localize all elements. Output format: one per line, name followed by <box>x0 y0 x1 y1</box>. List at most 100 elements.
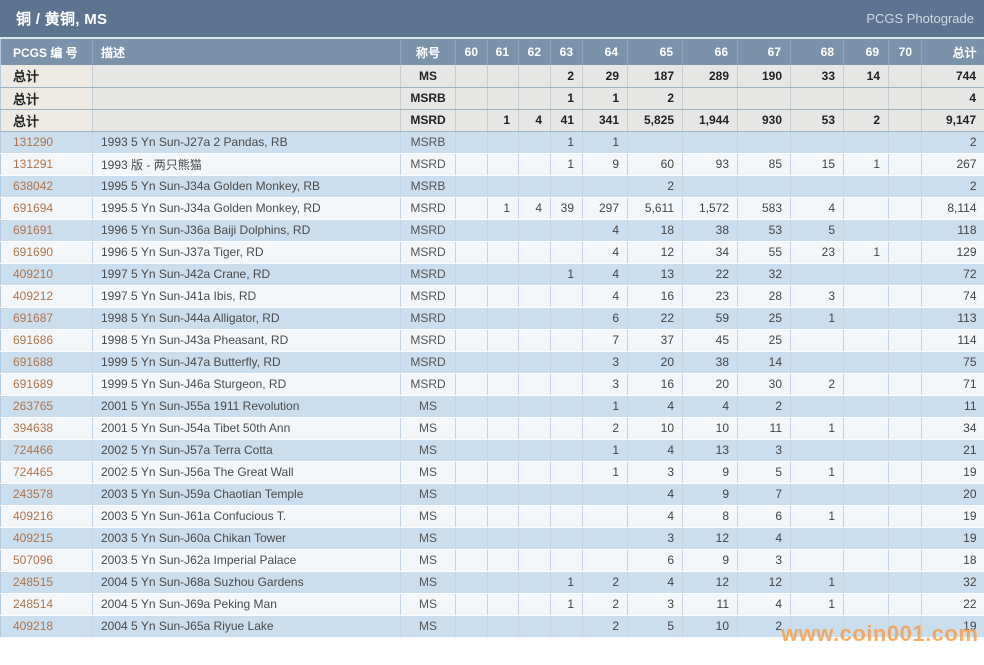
pcgs-number-link[interactable]: 724466 <box>13 443 54 457</box>
grade-cell-67: 583 <box>737 197 791 220</box>
grade-cell-67: 25 <box>737 329 791 352</box>
grade-cell-66: 9 <box>682 549 738 572</box>
grade-cell-63 <box>550 241 583 264</box>
pcgs-number-link[interactable]: 409212 <box>13 289 54 303</box>
grade-cell-67 <box>737 175 791 198</box>
pcgs-number-link[interactable]: 691691 <box>13 223 54 237</box>
grade-cell-64: 2 <box>582 615 628 638</box>
total-row: 总计 MSRD 1 4 41 341 5,825 1,944 930 53 2 9,147 <box>0 109 984 132</box>
grade-cell-70 <box>888 395 922 418</box>
table-row: 394638 2001 5 Yn Sun-J54a Tibet 50th Ann M… <box>0 417 984 440</box>
grade-cell-66: 10 <box>682 615 738 638</box>
pcgs-number-link[interactable]: 691694 <box>13 201 54 215</box>
grade-cell-70 <box>888 153 922 176</box>
designation-cell: MS <box>400 439 456 462</box>
pcgs-number-link[interactable]: 507096 <box>13 553 54 567</box>
pcgs-number-link[interactable]: 131290 <box>13 135 54 149</box>
grade-cell-63: 1 <box>550 153 583 176</box>
grade-cell-69: 1 <box>843 153 889 176</box>
designation-cell: MSRD <box>400 219 456 242</box>
pcgs-number-link[interactable]: 263765 <box>13 399 54 413</box>
grade-cell-70 <box>888 373 922 396</box>
grade-cell-67: 190 <box>737 65 791 88</box>
grade-cell-60 <box>455 351 488 374</box>
grade-cell-66: 9 <box>682 461 738 484</box>
description-cell: 1997 5 Yn Sun-J42a Crane, RD <box>92 263 401 286</box>
total-cell: 114 <box>921 329 984 352</box>
table-row: 691690 1996 5 Yn Sun-J37a Tiger, RD MSRD 4 1… <box>0 241 984 264</box>
grade-cell-64: 1 <box>582 461 628 484</box>
pcgs-number-cell: 691690 <box>0 241 93 264</box>
grade-cell-63: 2 <box>550 65 583 88</box>
grade-cell-63 <box>550 483 583 506</box>
grade-cell-70 <box>888 329 922 352</box>
description-cell: 2003 5 Yn Sun-J62a Imperial Palace <box>92 549 401 572</box>
pcgs-number-link[interactable]: 248514 <box>13 597 54 611</box>
description-cell: 1999 5 Yn Sun-J46a Sturgeon, RD <box>92 373 401 396</box>
grade-cell-70 <box>888 285 922 308</box>
pcgs-number-link[interactable]: 248515 <box>13 575 54 589</box>
pcgs-number-link[interactable]: 409216 <box>13 509 54 523</box>
table-row: 691686 1998 5 Yn Sun-J43a Pheasant, RD MSR… <box>0 329 984 352</box>
designation-cell: MSRD <box>400 373 456 396</box>
pcgs-number-link[interactable]: 409210 <box>13 267 54 281</box>
total-row: 总计 MS 2 29 187 289 190 33 14 744 <box>0 65 984 88</box>
pcgs-number-cell: 691686 <box>0 329 93 352</box>
grade-cell-69 <box>843 307 889 330</box>
grade-cell-70 <box>888 527 922 550</box>
pcgs-number-link[interactable]: 691686 <box>13 333 54 347</box>
pcgs-number-cell: 724465 <box>0 461 93 484</box>
pcgs-number-link[interactable]: 131291 <box>13 157 54 171</box>
pcgs-number-link[interactable]: 691689 <box>13 377 54 391</box>
pcgs-number-link[interactable]: 409218 <box>13 619 54 633</box>
grade-cell-70 <box>888 417 922 440</box>
grade-cell-63 <box>550 395 583 418</box>
total-cell: 19 <box>921 615 984 638</box>
grade-cell-61 <box>487 549 519 572</box>
description-cell: 1993 版 - 两只熊猫 <box>92 153 401 176</box>
grade-cell-65: 16 <box>627 285 683 308</box>
designation-cell: MS <box>400 65 456 88</box>
description-cell: 1993 5 Yn Sun-J27a 2 Pandas, RB <box>92 131 401 154</box>
pcgs-number-link[interactable]: 691687 <box>13 311 54 325</box>
grade-cell-61 <box>487 373 519 396</box>
grade-cell-69 <box>843 285 889 308</box>
pcgs-number-link[interactable]: 691688 <box>13 355 54 369</box>
grade-cell-61 <box>487 527 519 550</box>
grade-cell-60 <box>455 505 488 528</box>
grade-cell-70 <box>888 615 922 638</box>
grade-cell-60 <box>455 483 488 506</box>
grade-cell-67: 4 <box>737 527 791 550</box>
pcgs-number-link[interactable]: 409215 <box>13 531 54 545</box>
pcgs-number-link[interactable]: 394638 <box>13 421 54 435</box>
grade-cell-66: 1,944 <box>682 109 738 132</box>
grade-cell-67: 6 <box>737 505 791 528</box>
table-row: 691688 1999 5 Yn Sun-J47a Butterfly, RD MS… <box>0 351 984 374</box>
grade-cell-66: 12 <box>682 527 738 550</box>
description-cell: 2003 5 Yn Sun-J59a Chaotian Temple <box>92 483 401 506</box>
designation-cell: MS <box>400 461 456 484</box>
column-header-65: 65 <box>627 39 683 65</box>
total-cell: 20 <box>921 483 984 506</box>
grade-cell-70 <box>888 483 922 506</box>
table-row: 409216 2003 5 Yn Sun-J61a Confucious T. MS… <box>0 505 984 528</box>
pcgs-number-link[interactable]: 638042 <box>13 179 54 193</box>
pcgs-number-link[interactable]: 691690 <box>13 245 54 259</box>
pcgs-number-link[interactable]: 724465 <box>13 465 54 479</box>
grade-cell-70 <box>888 461 922 484</box>
description-cell: 2001 5 Yn Sun-J55a 1911 Revolution <box>92 395 401 418</box>
grade-cell-61 <box>487 153 519 176</box>
grade-cell-65: 2 <box>627 175 683 198</box>
pcgs-number-link[interactable]: 243578 <box>13 487 54 501</box>
grade-cell-66: 34 <box>682 241 738 264</box>
grade-cell-65 <box>627 131 683 154</box>
grade-cell-61 <box>487 263 519 286</box>
grade-cell-66: 9 <box>682 483 738 506</box>
grade-cell-61 <box>487 615 519 638</box>
grade-cell-65: 10 <box>627 417 683 440</box>
grade-cell-62: 4 <box>518 197 551 220</box>
grade-cell-60 <box>455 329 488 352</box>
grade-cell-67: 11 <box>737 417 791 440</box>
column-header-70: 70 <box>888 39 922 65</box>
